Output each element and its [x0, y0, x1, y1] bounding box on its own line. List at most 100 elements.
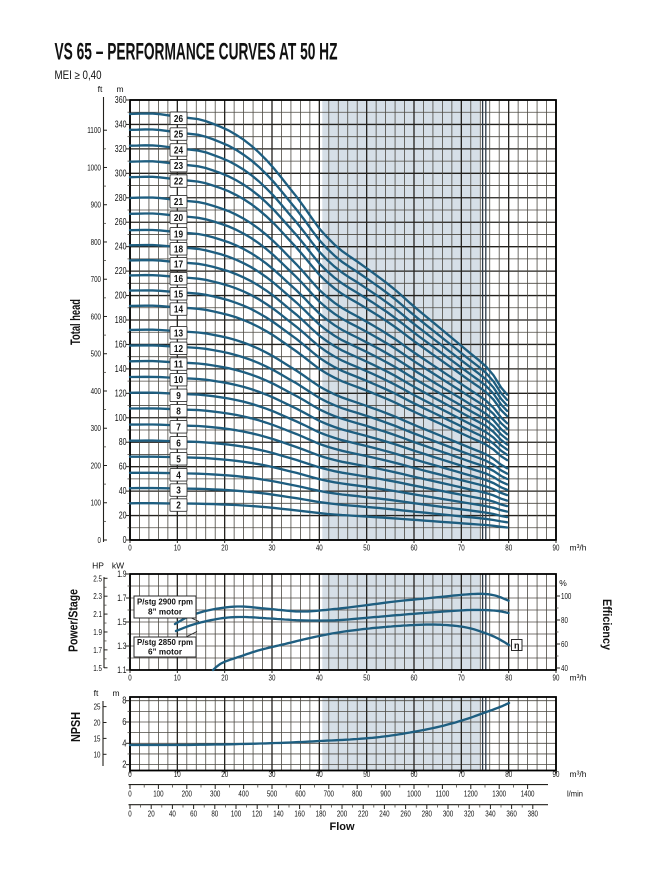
svg-text:20: 20 — [148, 809, 155, 819]
svg-text:800: 800 — [352, 789, 363, 799]
svg-text:180: 180 — [316, 809, 327, 819]
svg-text:15: 15 — [174, 289, 184, 300]
svg-text:240: 240 — [379, 809, 390, 819]
svg-text:2.1: 2.1 — [93, 609, 102, 619]
svg-text:80: 80 — [505, 769, 512, 779]
svg-text:ft: ft — [94, 688, 99, 698]
svg-text:6: 6 — [122, 717, 127, 728]
svg-text:m: m — [112, 688, 119, 698]
svg-text:80: 80 — [505, 543, 512, 553]
svg-text:0: 0 — [98, 535, 102, 545]
svg-text:6: 6 — [176, 438, 181, 449]
svg-text:300: 300 — [210, 789, 221, 799]
svg-text:50: 50 — [363, 673, 370, 683]
svg-text:500: 500 — [91, 349, 102, 359]
svg-text:120: 120 — [252, 809, 263, 819]
svg-text:1.5: 1.5 — [93, 663, 102, 673]
svg-text:20: 20 — [94, 718, 101, 728]
svg-text:7: 7 — [176, 422, 181, 433]
svg-text:4: 4 — [122, 738, 127, 749]
svg-text:17: 17 — [174, 259, 184, 270]
svg-text:MEI ≥ 0,40: MEI ≥ 0,40 — [55, 70, 102, 82]
svg-text:22: 22 — [174, 177, 184, 188]
svg-text:70: 70 — [458, 769, 465, 779]
svg-text:HP: HP — [92, 561, 104, 571]
svg-text:20: 20 — [221, 769, 228, 779]
svg-text:0: 0 — [128, 809, 132, 819]
svg-text:1.3: 1.3 — [117, 641, 126, 652]
svg-text:0: 0 — [128, 673, 132, 683]
svg-text:70: 70 — [458, 673, 465, 683]
svg-text:500: 500 — [267, 789, 278, 799]
svg-text:40: 40 — [561, 663, 568, 673]
svg-text:700: 700 — [324, 789, 335, 799]
svg-text:1400: 1400 — [521, 789, 535, 799]
svg-text:11: 11 — [174, 360, 184, 371]
svg-text:1.1: 1.1 — [117, 665, 126, 676]
svg-text:340: 340 — [485, 809, 496, 819]
svg-text:70: 70 — [458, 543, 465, 553]
svg-text:m³/h: m³/h — [570, 769, 587, 779]
svg-text:400: 400 — [238, 789, 249, 799]
svg-text:140: 140 — [115, 364, 127, 375]
svg-text:300: 300 — [115, 168, 127, 179]
svg-text:kW: kW — [112, 561, 124, 571]
svg-text:13: 13 — [174, 328, 184, 339]
svg-text:1100: 1100 — [87, 125, 101, 135]
svg-text:240: 240 — [115, 242, 127, 253]
svg-text:40: 40 — [119, 486, 127, 497]
svg-text:8: 8 — [176, 406, 181, 417]
svg-text:60: 60 — [411, 673, 418, 683]
svg-text:50: 50 — [363, 543, 370, 553]
svg-text:160: 160 — [115, 339, 127, 350]
svg-text:m³/h: m³/h — [570, 673, 587, 683]
svg-text:Efficiency: Efficiency — [600, 599, 614, 650]
svg-text:10: 10 — [174, 543, 181, 553]
svg-text:12: 12 — [174, 344, 184, 355]
svg-text:1.9: 1.9 — [117, 569, 126, 580]
svg-text:280: 280 — [115, 193, 127, 204]
svg-text:60: 60 — [411, 543, 418, 553]
svg-text:NPSH: NPSH — [69, 712, 83, 742]
svg-text:40: 40 — [316, 543, 323, 553]
svg-text:0: 0 — [128, 769, 132, 779]
svg-text:9: 9 — [176, 391, 181, 402]
svg-text:10: 10 — [174, 673, 181, 683]
svg-text:1100: 1100 — [436, 789, 450, 799]
svg-text:1.7: 1.7 — [117, 593, 126, 604]
svg-text:m³/h: m³/h — [570, 543, 587, 553]
svg-text:1300: 1300 — [492, 789, 506, 799]
svg-text:80: 80 — [211, 809, 218, 819]
svg-text:160: 160 — [294, 809, 305, 819]
svg-text:25: 25 — [174, 130, 184, 141]
svg-text:6” motor: 6” motor — [148, 647, 183, 657]
svg-text:120: 120 — [115, 388, 127, 399]
svg-text:20: 20 — [119, 511, 127, 522]
svg-text:1.5: 1.5 — [117, 617, 126, 628]
svg-text:90: 90 — [553, 769, 560, 779]
svg-text:60: 60 — [411, 769, 418, 779]
svg-text:80: 80 — [561, 615, 568, 625]
svg-text:60: 60 — [119, 462, 127, 473]
svg-text:600: 600 — [91, 312, 102, 322]
svg-text:1200: 1200 — [464, 789, 478, 799]
svg-text:200: 200 — [337, 809, 348, 819]
svg-text:40: 40 — [316, 673, 323, 683]
svg-text:%: % — [559, 578, 567, 588]
svg-text:16: 16 — [174, 274, 184, 285]
svg-text:2.5: 2.5 — [93, 573, 102, 583]
svg-text:100: 100 — [91, 498, 102, 508]
svg-text:50: 50 — [363, 769, 370, 779]
svg-text:23: 23 — [174, 161, 184, 172]
svg-text:300: 300 — [443, 809, 454, 819]
svg-text:8: 8 — [122, 696, 127, 707]
svg-text:80: 80 — [505, 673, 512, 683]
svg-text:1.7: 1.7 — [93, 645, 102, 655]
svg-text:400: 400 — [91, 386, 102, 396]
svg-text:320: 320 — [464, 809, 475, 819]
svg-text:200: 200 — [91, 461, 102, 471]
svg-text:220: 220 — [115, 266, 127, 277]
svg-text:90: 90 — [553, 673, 560, 683]
svg-text:900: 900 — [91, 200, 102, 210]
svg-text:90: 90 — [553, 543, 560, 553]
